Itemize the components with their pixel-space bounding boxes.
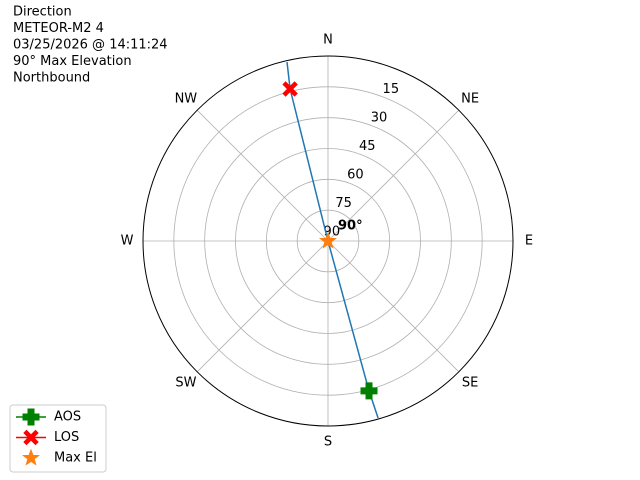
direction-label: E <box>525 234 533 249</box>
radial-tick-label: 45 <box>359 139 376 154</box>
direction-label: SW <box>175 376 196 391</box>
marker <box>360 382 378 400</box>
title-line: METEOR-M2 4 <box>13 21 104 36</box>
direction-label: NW <box>175 91 198 106</box>
marker <box>318 231 338 249</box>
direction-label: S <box>324 435 332 450</box>
direction-label: W <box>121 234 134 249</box>
legend-label: AOS <box>54 410 81 425</box>
grid-spoke <box>327 240 460 373</box>
legend-marker <box>21 448 41 466</box>
legend-label: LOS <box>54 430 79 445</box>
radial-tick-label: 30 <box>371 110 388 125</box>
grid-spoke <box>196 240 329 373</box>
direction-label: NE <box>461 91 479 106</box>
title-line: 90° Max Elevation <box>13 54 132 69</box>
title-line: Direction <box>13 5 72 20</box>
radial-tick-label: 15 <box>383 82 400 97</box>
legend-marker <box>22 408 40 426</box>
title-line: 03/25/2026 @ 14:11:24 <box>13 38 168 53</box>
title-line: Northbound <box>13 71 90 86</box>
radial-tick-label: 75 <box>335 196 352 211</box>
grid-spoke <box>196 109 329 242</box>
legend-marker <box>23 429 39 446</box>
direction-label: SE <box>462 376 478 391</box>
polar-frame <box>142 55 514 427</box>
marker <box>282 81 298 97</box>
radial-tick-label: 60 <box>347 167 364 182</box>
grid-spoke <box>327 109 460 242</box>
direction-label: N <box>323 33 333 48</box>
annotation: 90° <box>338 219 363 234</box>
legend-label: Max El <box>54 451 97 466</box>
